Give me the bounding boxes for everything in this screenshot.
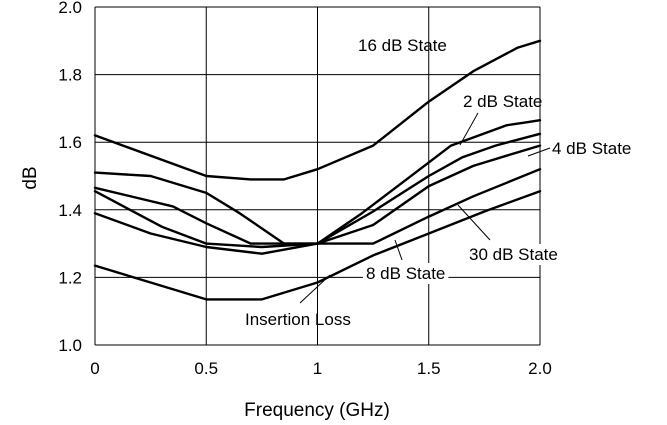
annotation-leader-line: [527, 147, 551, 157]
x-tick-label: 1.5: [417, 359, 441, 378]
series-line-30-db-state: [93, 167, 542, 255]
series-annotation-label: Insertion Loss: [245, 310, 351, 329]
y-axis-label: dB: [20, 166, 41, 189]
tick-labels: 0 0.5 1 1.5 2.0 1.0 1.2 1.4 1.6 1.8 2.0: [58, 0, 551, 378]
series-lines: [93, 39, 542, 301]
series-annotation-label: 2 dB State: [463, 92, 542, 111]
annotation-leader-line: [459, 112, 479, 146]
y-tick-label: 1.4: [58, 201, 82, 220]
y-tick-label: 1.0: [58, 336, 82, 355]
series-annotation-label: 4 dB State: [552, 139, 631, 158]
series-line-insertion-loss: [93, 189, 542, 301]
y-tick-label: 2.0: [58, 0, 82, 17]
series-annotation-label: 30 dB State: [469, 245, 558, 264]
annotation-leader-line: [299, 274, 331, 304]
x-tick-label: 1: [313, 359, 322, 378]
annotation-label-background: [466, 244, 561, 265]
annotation-leader-line: [394, 239, 403, 261]
series-annotation-label: 8 dB State: [366, 264, 445, 283]
x-axis-label: Frequency (GHz): [244, 400, 390, 421]
series-line-2-db-state: [93, 132, 542, 245]
series-line-4-db-state: [93, 144, 542, 249]
annotation-label-background: [363, 263, 449, 284]
series-line-16-db-state: [93, 118, 542, 245]
x-tick-label: 0.5: [194, 359, 218, 378]
y-tick-label: 1.8: [58, 66, 82, 85]
grid: [94, 6, 541, 346]
x-tick-label: 0: [90, 359, 99, 378]
y-tick-label: 1.2: [58, 268, 82, 287]
x-tick-label: 2.0: [528, 359, 552, 378]
annotations: 16 dB State 2 dB State 4 dB State 30 dB Sta…: [245, 36, 631, 329]
annotation-leader-line: [457, 204, 491, 241]
series-annotation-label: 16 dB State: [358, 36, 447, 55]
y-tick-label: 1.6: [58, 133, 82, 152]
series-line-8-db-state: [93, 39, 542, 181]
